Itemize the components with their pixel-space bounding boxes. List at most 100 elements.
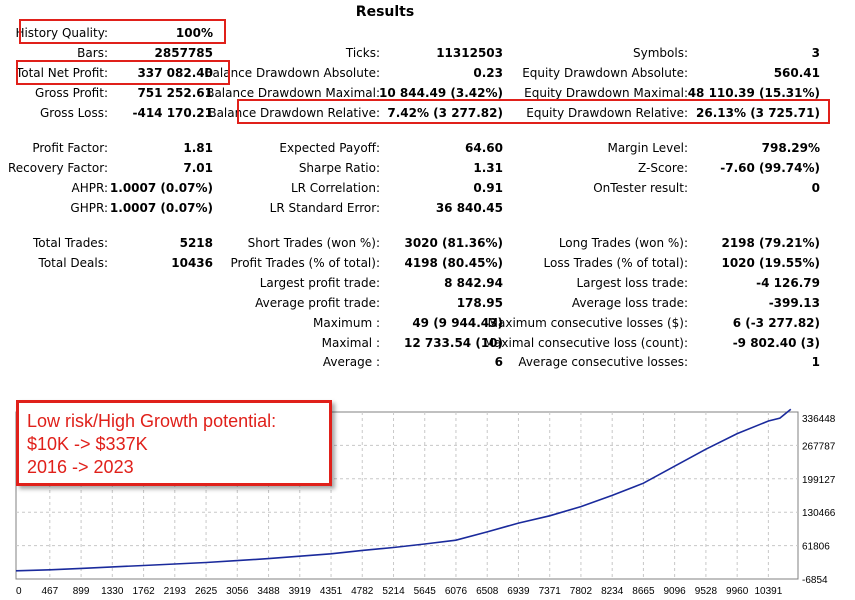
stat-label: OnTester result: (593, 181, 688, 195)
stat-label: Sharpe Ratio: (298, 161, 380, 175)
stat-label: Equity Drawdown Absolute: (522, 66, 688, 80)
highlight-total-net-profit (16, 60, 230, 85)
stat-label: Average loss trade: (571, 296, 688, 310)
stat-value: 8 842.94 (444, 276, 503, 290)
stat-value: 48 110.39 (15.31%) (687, 86, 820, 100)
stat-value: 12 733.54 (10) (403, 336, 503, 350)
x-tick-label: 8665 (632, 586, 655, 597)
x-tick-label: 6076 (445, 586, 468, 597)
balance-series-line (15, 408, 792, 572)
x-tick-label: 467 (41, 586, 58, 597)
stat-value: 337 082.40 (137, 66, 213, 80)
x-tick-label: 9528 (695, 586, 718, 597)
callout-line-1: Low risk/High Growth potential: (27, 411, 277, 431)
x-tick-label: 1762 (132, 586, 155, 597)
stat-value: 0.23 (473, 66, 503, 80)
stat-label: LR Standard Error: (269, 201, 380, 215)
callout-line-3: 2016 -> 2023 (27, 457, 134, 477)
stat-value: 3020 (81.36%) (404, 236, 503, 250)
stat-value: 36 840.45 (435, 201, 503, 215)
stat-value: 2198 (79.21%) (721, 236, 820, 250)
stat-value: 1020 (19.55%) (721, 256, 820, 270)
stat-value: -399.13 (768, 296, 820, 310)
x-tick-label: 9096 (663, 586, 686, 597)
stat-value: 2857785 (154, 46, 213, 60)
stat-value: 0 (811, 181, 820, 195)
stat-label: Recovery Factor: (7, 161, 108, 175)
stat-value: 100% (175, 26, 213, 40)
stat-value: 560.41 (773, 66, 820, 80)
stat-label: Balance Drawdown Relative: (208, 106, 380, 120)
y-tick-label: 336448 (802, 414, 836, 425)
stat-label: Bars: (77, 46, 108, 60)
stat-label: Average consecutive losses: (518, 355, 688, 369)
stat-label: Loss Trades (% of total): (543, 256, 689, 270)
x-tick-label: 3919 (289, 586, 312, 597)
stat-value: 11312503 (436, 46, 503, 60)
x-tick-label: 10391 (754, 586, 782, 597)
callout-line-2: $10K -> $337K (27, 434, 148, 454)
stat-value: 3 (811, 46, 820, 60)
y-tick-label: -6854 (802, 575, 828, 586)
x-tick-label: 4351 (320, 586, 343, 597)
growth-callout: Low risk/High Growth potential: $10K -> … (16, 400, 332, 486)
x-tick-label: 2193 (164, 586, 187, 597)
stat-label: Balance Drawdown Maximal: (206, 86, 380, 100)
stat-label: Maximal : (321, 336, 380, 350)
highlight-history-quality (19, 19, 226, 44)
stat-label: Maximal consecutive loss (count): (483, 336, 688, 350)
y-tick-label: 199127 (802, 475, 836, 486)
stat-label: Total Deals: (38, 256, 108, 270)
stat-value: 7.01 (183, 161, 213, 175)
stat-value: 7.42% (3 277.82) (387, 106, 503, 120)
stat-label: Equity Drawdown Maximal: (524, 86, 688, 100)
highlight-drawdown-relative (237, 99, 830, 124)
stat-label: Profit Factor: (32, 141, 108, 155)
stat-label: Expected Payoff: (279, 141, 380, 155)
stat-value: 1.31 (473, 161, 503, 175)
x-tick-label: 2625 (195, 586, 218, 597)
stat-label: Z-Score: (638, 161, 688, 175)
stat-value: 1.0007 (0.07%) (109, 181, 213, 195)
x-tick-label: 0 (16, 586, 22, 597)
stat-label: Gross Profit: (35, 86, 108, 100)
stat-value: 10436 (171, 256, 213, 270)
stat-value: 798.29% (761, 141, 820, 155)
stat-value: -4 126.79 (756, 276, 820, 290)
y-tick-label: 130466 (802, 508, 836, 519)
stat-label: GHPR: (70, 201, 108, 215)
stat-label: AHPR: (71, 181, 108, 195)
x-tick-label: 7802 (570, 586, 593, 597)
stat-label: Total Net Profit: (15, 66, 108, 80)
stat-value: 4198 (80.45%) (404, 256, 503, 270)
stat-value: 1 (811, 355, 820, 369)
stat-label: Gross Loss: (40, 106, 108, 120)
stat-value: 1.0007 (0.07%) (109, 201, 213, 215)
stat-label: Largest profit trade: (259, 276, 380, 290)
x-tick-label: 1330 (101, 586, 124, 597)
x-tick-label: 4782 (351, 586, 374, 597)
stat-label: Maximum consecutive losses ($): (487, 316, 688, 330)
x-tick-label: 6939 (507, 586, 530, 597)
x-tick-label: 5214 (382, 586, 405, 597)
stat-value: -9 802.40 (3) (732, 336, 820, 350)
stat-value: 6 (494, 355, 503, 369)
stat-value: 10 844.49 (3.42%) (379, 86, 503, 100)
stat-label: Maximum : (313, 316, 380, 330)
x-tick-label: 899 (73, 586, 90, 597)
stat-label: Margin Level: (607, 141, 688, 155)
stat-label: LR Correlation: (290, 181, 380, 195)
stat-label: Equity Drawdown Relative: (526, 106, 688, 120)
x-tick-label: 7371 (539, 586, 562, 597)
stat-value: 26.13% (3 725.71) (696, 106, 820, 120)
y-tick-label: 267787 (802, 441, 836, 452)
x-tick-label: 3488 (257, 586, 280, 597)
y-tick-label: 61806 (802, 542, 830, 553)
stat-label: History Quality: (15, 26, 108, 40)
stat-label: Long Trades (won %): (558, 236, 688, 250)
stat-value: 64.60 (465, 141, 503, 155)
stat-value: -414 170.21 (132, 106, 213, 120)
stat-label: Total Trades: (33, 236, 108, 250)
stat-value: -7.60 (99.74%) (720, 161, 820, 175)
stat-label: Profit Trades (% of total): (230, 256, 380, 270)
